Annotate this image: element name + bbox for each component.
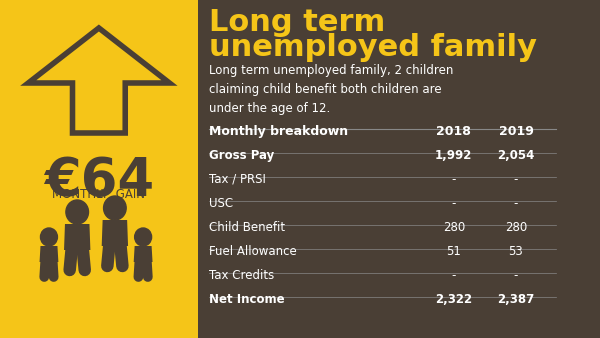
Text: 2,322: 2,322 [435,293,472,306]
Circle shape [104,196,126,220]
Text: €64: €64 [44,155,154,207]
FancyBboxPatch shape [0,0,198,338]
Text: unemployed family: unemployed family [209,33,537,62]
Text: USC: USC [209,197,233,210]
Text: -: - [452,197,456,210]
Polygon shape [28,28,169,133]
Text: Child Benefit: Child Benefit [209,221,285,234]
Text: -: - [452,269,456,282]
Text: Gross Pay: Gross Pay [209,149,274,162]
Text: Long term: Long term [209,8,385,37]
Text: -: - [514,269,518,282]
Text: 2019: 2019 [499,125,533,138]
Text: 2018: 2018 [436,125,471,138]
Text: Monthly breakdown: Monthly breakdown [209,125,348,138]
Circle shape [40,228,58,246]
Text: 280: 280 [505,221,527,234]
Text: 280: 280 [443,221,465,234]
Text: Long term unemployed family, 2 children
claiming child benefit both children are: Long term unemployed family, 2 children … [209,64,454,115]
Text: 2,387: 2,387 [497,293,535,306]
Text: Tax Credits: Tax Credits [209,269,274,282]
Polygon shape [101,220,128,246]
Text: Fuel Allowance: Fuel Allowance [209,245,297,258]
Text: 1,992: 1,992 [435,149,473,162]
Text: 53: 53 [509,245,523,258]
Text: -: - [514,197,518,210]
Text: -: - [514,173,518,186]
Circle shape [134,228,152,246]
Text: -: - [452,173,456,186]
Polygon shape [40,246,58,262]
Text: Net Income: Net Income [209,293,284,306]
Text: 51: 51 [446,245,461,258]
Text: MONTHLY  GAIN: MONTHLY GAIN [52,188,145,201]
Text: Tax / PRSI: Tax / PRSI [209,173,266,186]
Text: 2,054: 2,054 [497,149,535,162]
Polygon shape [64,224,91,250]
Circle shape [66,200,89,224]
Polygon shape [134,246,152,262]
